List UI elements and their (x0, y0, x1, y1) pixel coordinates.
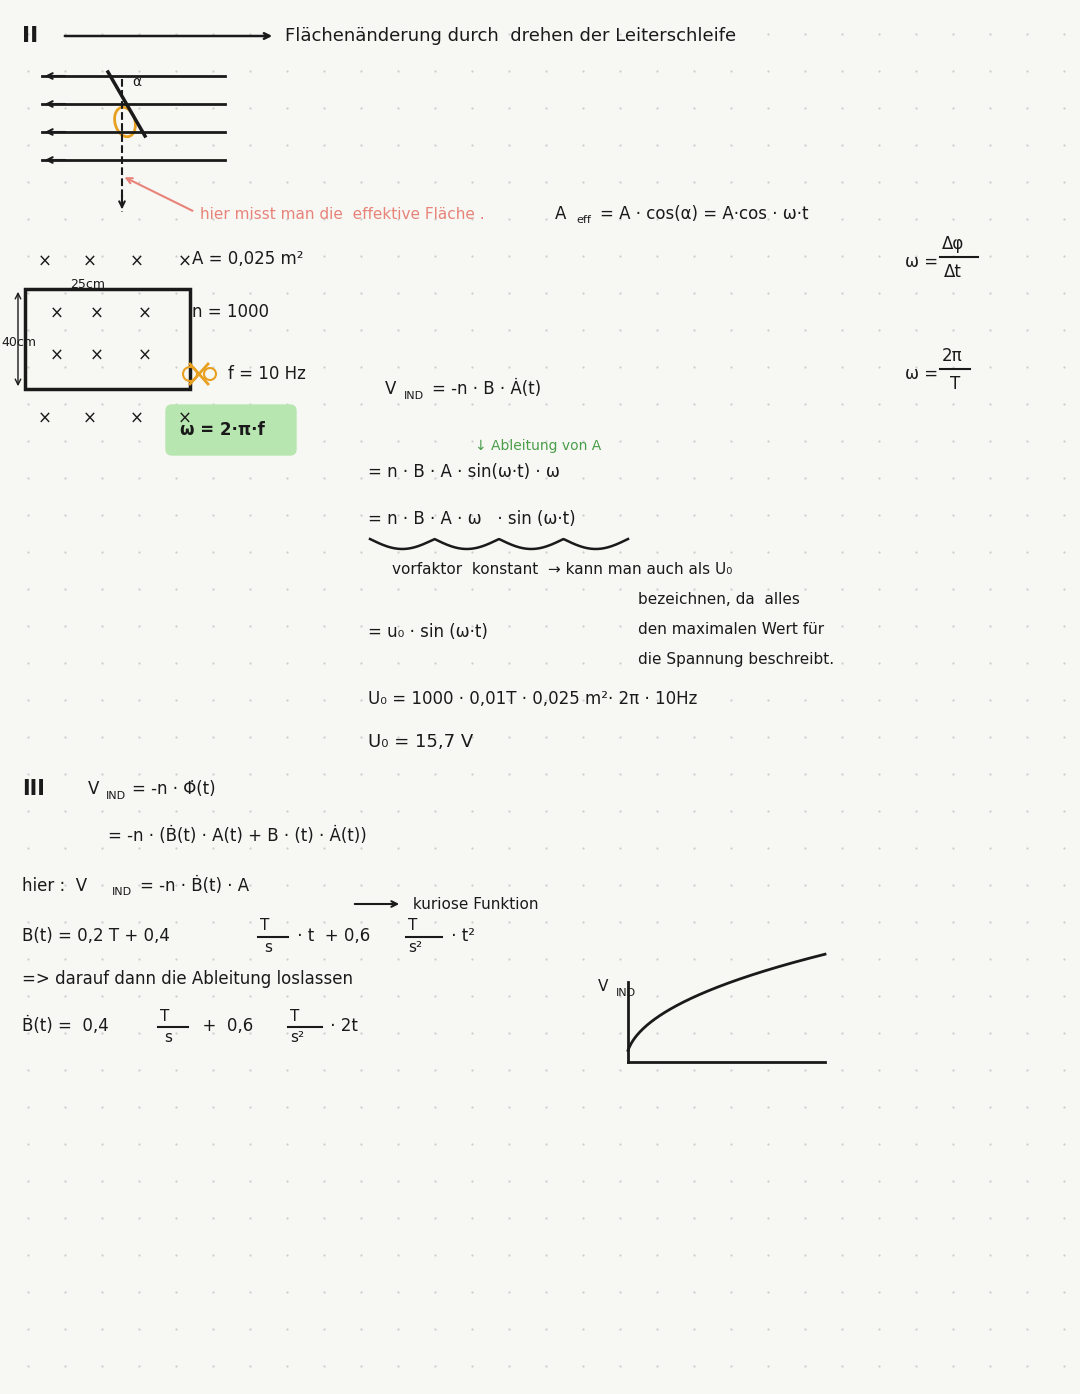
Text: => darauf dann die Ableitung loslassen: => darauf dann die Ableitung loslassen (22, 970, 353, 988)
Text: = -n · (Ḃ(t) · A(t) + B · (t) · Ȧ(t)): = -n · (Ḃ(t) · A(t) + B · (t) · Ȧ(t)) (108, 827, 367, 845)
Text: V: V (598, 979, 608, 994)
Text: f = 10 Hz: f = 10 Hz (228, 365, 306, 383)
Text: n = 1000: n = 1000 (192, 302, 269, 321)
Text: ×: × (38, 252, 52, 270)
Text: Δt: Δt (944, 263, 962, 282)
Text: T: T (260, 917, 269, 933)
Text: ×: × (50, 347, 64, 365)
Text: vorfaktor  konstant  → kann man auch als U₀: vorfaktor konstant → kann man auch als U… (392, 562, 732, 577)
Text: ω = 2·π·f: ω = 2·π·f (180, 421, 265, 439)
Text: ×: × (178, 410, 192, 428)
Text: s²: s² (291, 1030, 305, 1044)
Text: Ḃ(t) =  0,4: Ḃ(t) = 0,4 (22, 1018, 109, 1034)
Text: T: T (408, 917, 417, 933)
Text: eff: eff (576, 215, 591, 224)
Text: s: s (164, 1030, 172, 1044)
Text: T: T (291, 1008, 299, 1023)
Text: kuriose Funktion: kuriose Funktion (408, 896, 539, 912)
Text: ω =: ω = (905, 252, 939, 270)
Text: = u₀ · sin (ω·t): = u₀ · sin (ω·t) (368, 623, 488, 641)
Text: s: s (264, 940, 272, 955)
Text: III: III (22, 779, 45, 799)
Text: ×: × (138, 347, 152, 365)
Text: ×: × (130, 410, 144, 428)
Text: IND: IND (106, 790, 126, 802)
Text: ↓ Ableitung von A: ↓ Ableitung von A (475, 439, 602, 453)
Text: · 2t: · 2t (325, 1018, 357, 1034)
Text: ×: × (83, 252, 97, 270)
Text: die Spannung beschreibt.: die Spannung beschreibt. (638, 651, 834, 666)
Text: = -n · Φ̇(t): = -n · Φ̇(t) (132, 781, 216, 797)
Text: IND: IND (404, 390, 424, 401)
Text: ×: × (130, 252, 144, 270)
Text: IND: IND (616, 988, 636, 998)
Text: bezeichnen, da  alles: bezeichnen, da alles (638, 591, 800, 606)
Text: A = 0,025 m²: A = 0,025 m² (192, 250, 303, 268)
Text: · t  + 0,6: · t + 0,6 (292, 927, 370, 945)
Text: = -n · Ḃ(t) · A: = -n · Ḃ(t) · A (140, 877, 249, 895)
Text: = A · cos(α) = A·cos · ω·t: = A · cos(α) = A·cos · ω·t (600, 205, 809, 223)
Text: V: V (384, 381, 396, 399)
Text: V: V (87, 781, 99, 797)
Text: 40cm: 40cm (1, 336, 36, 348)
Bar (25, 289, 190, 389)
Text: ×: × (83, 410, 97, 428)
Text: Flächenänderung durch  drehen der Leiterschleife: Flächenänderung durch drehen der Leiters… (285, 26, 737, 45)
Text: ×: × (38, 410, 52, 428)
Text: T: T (950, 375, 960, 393)
Text: s²: s² (408, 940, 422, 955)
Text: ×: × (178, 252, 192, 270)
Text: U₀ = 1000 · 0,01T · 0,025 m²· 2π · 10Hz: U₀ = 1000 · 0,01T · 0,025 m²· 2π · 10Hz (368, 690, 698, 708)
FancyBboxPatch shape (166, 406, 296, 454)
Text: · t²: · t² (446, 927, 475, 945)
Text: ×: × (50, 305, 64, 323)
Text: α: α (132, 75, 141, 89)
Text: ×: × (138, 305, 152, 323)
Text: +  0,6: + 0,6 (192, 1018, 253, 1034)
Text: B(t) = 0,2 T + 0,4: B(t) = 0,2 T + 0,4 (22, 927, 170, 945)
Text: IND: IND (112, 887, 132, 896)
Text: 2π: 2π (942, 347, 962, 365)
Text: ×: × (90, 347, 104, 365)
Text: = -n · B · Ȧ(t): = -n · B · Ȧ(t) (432, 381, 541, 399)
Text: T: T (160, 1008, 170, 1023)
Text: ×: × (90, 305, 104, 323)
Text: 25cm: 25cm (70, 277, 105, 290)
Text: = n · B · A · ω   · sin (ω·t): = n · B · A · ω · sin (ω·t) (368, 510, 576, 528)
Text: den maximalen Wert für: den maximalen Wert für (638, 622, 824, 637)
Text: II: II (22, 26, 38, 46)
Text: U₀ = 15,7 V: U₀ = 15,7 V (368, 733, 473, 751)
Text: hier :  V: hier : V (22, 877, 87, 895)
Text: A: A (555, 205, 566, 223)
Text: = n · B · A · sin(ω·t) · ω: = n · B · A · sin(ω·t) · ω (368, 463, 559, 481)
Text: hier misst man die  effektive Fläche .: hier misst man die effektive Fläche . (200, 206, 485, 222)
Text: Δφ: Δφ (942, 236, 964, 252)
Text: ω =: ω = (905, 365, 939, 383)
